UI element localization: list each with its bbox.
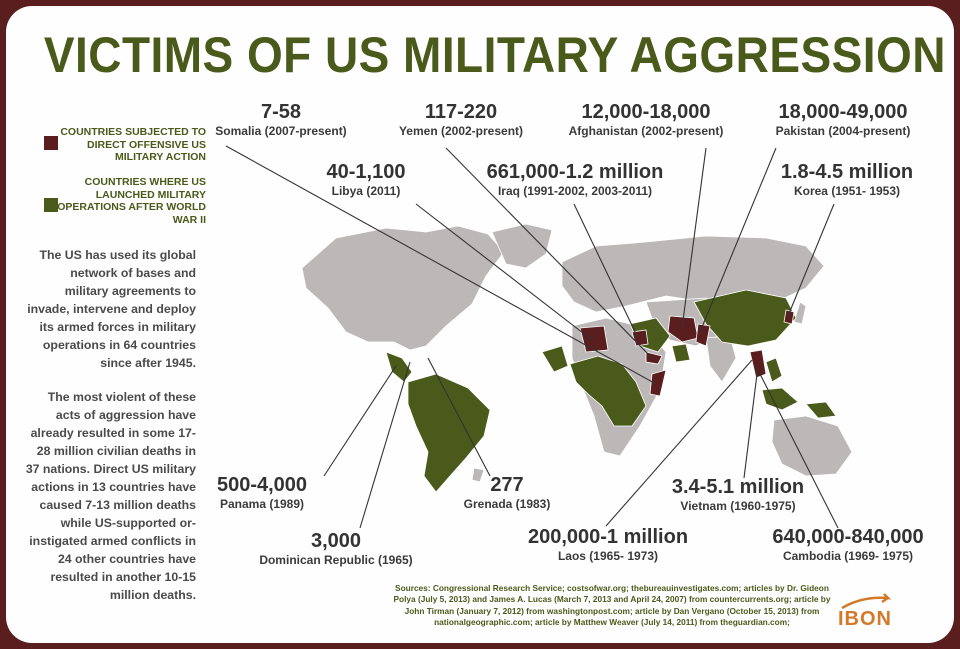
callout-iraq-deaths: 661,000-1.2 million [486, 161, 664, 183]
callout-pakistan-country: Pakistan (2004-present) [775, 124, 911, 138]
callout-vietnam-deaths: 3.4-5.1 million [671, 476, 805, 498]
sources-text: Sources: Congressional Research Service;… [393, 583, 831, 627]
callout-iraq-country: Iraq (1991-2002, 2003-2011) [497, 184, 653, 198]
other-land [301, 223, 853, 483]
callout-libya-country: Libya (2011) [331, 184, 401, 198]
legend-swatch-direct [44, 136, 58, 150]
callout-yemen-country: Yemen (2002-present) [398, 124, 524, 138]
callout-cambodia-country: Cambodia (1969- 1975) [782, 549, 914, 563]
afghanistan-shape [667, 315, 699, 343]
leader-dominican [359, 361, 411, 529]
ibon-logo-icon [841, 593, 892, 610]
leader-vietnam [743, 365, 759, 479]
callout-grenada-country: Grenada (1983) [463, 497, 551, 511]
callout-panama-deaths: 500-4,000 [216, 474, 308, 496]
callout-korea-country: Korea (1951- 1953) [793, 184, 901, 198]
leader-libya [415, 203, 593, 341]
callout-yemen-deaths: 117-220 [424, 101, 498, 123]
leader-lines [225, 145, 839, 529]
callout-somalia-country: Somalia (2007-present) [215, 124, 347, 138]
indochina-shape [749, 349, 767, 379]
leader-afghanistan [681, 147, 707, 329]
callout-iraq: 661,000-1.2 million Iraq (1991-2002, 200… [470, 161, 680, 199]
callout-libya-deaths: 40-1,100 [326, 161, 406, 183]
callout-laos-deaths: 200,000-1 million [527, 526, 689, 548]
leader-laos [605, 359, 753, 527]
intro-paragraph: The US has used its global network of ba… [27, 248, 196, 370]
callout-laos: 200,000-1 million Laos (1965- 1973) [508, 526, 708, 564]
callout-laos-country: Laos (1965- 1973) [557, 549, 659, 563]
korea-shape [783, 309, 795, 325]
world-map [225, 145, 853, 529]
legend-operations: COUNTRIES WHERE US LAUNCHED MILITARY OPE… [26, 176, 206, 228]
leader-iraq [573, 203, 639, 339]
callout-libya: 40-1,100 Libya (2011) [306, 161, 426, 199]
legend-label-operations: COUNTRIES WHERE US LAUNCHED MILITARY OPE… [57, 176, 206, 226]
callout-vietnam: 3.4-5.1 million Vietnam (1960-1975) [648, 476, 828, 514]
callout-dominican: 3,000 Dominican Republic (1965) [246, 530, 426, 568]
callout-panama: 500-4,000 Panama (1989) [192, 474, 332, 512]
page-title: VICTIMS OF US MILITARY AGGRESSION [43, 27, 946, 83]
leader-korea [787, 203, 835, 317]
callout-somalia-deaths: 7-58 [260, 101, 302, 123]
operations-countries [385, 289, 837, 493]
callout-korea-deaths: 1.8-4.5 million [780, 161, 914, 183]
callout-grenada-deaths: 277 [490, 474, 524, 496]
yemen-shape [645, 351, 663, 365]
callout-somalia: 7-58 Somalia (2007-present) [206, 101, 356, 139]
leader-yemen [445, 147, 653, 359]
somalia-shape [649, 369, 667, 397]
callout-pakistan: 18,000-49,000 Pakistan (2004-present) [758, 101, 928, 139]
callout-afghanistan-deaths: 12,000-18,000 [581, 101, 711, 123]
legend-direct-action: COUNTRIES SUBJECTED TO DIRECT OFFENSIVE … [26, 126, 206, 166]
deaths-paragraph: The most violent of these acts of aggres… [25, 390, 196, 602]
legend-label-direct: COUNTRIES SUBJECTED TO DIRECT OFFENSIVE … [60, 126, 206, 163]
callout-korea: 1.8-4.5 million Korea (1951- 1953) [762, 161, 932, 199]
callout-grenada: 277 Grenada (1983) [442, 474, 572, 512]
callout-vietnam-country: Vietnam (1960-1975) [680, 499, 796, 513]
leader-grenada [427, 357, 491, 477]
leader-pakistan [699, 147, 777, 333]
callout-panama-country: Panama (1989) [219, 497, 305, 511]
callout-afghanistan: 12,000-18,000 Afghanistan (2002-present) [556, 101, 736, 139]
leader-somalia [225, 145, 657, 385]
pakistan-shape [695, 323, 711, 347]
callout-afghanistan-country: Afghanistan (2002-present) [568, 124, 724, 138]
ibon-logo-text: IBON [838, 608, 892, 630]
callout-dominican-country: Dominican Republic (1965) [259, 553, 413, 567]
leader-panama [323, 365, 397, 477]
callout-cambodia-deaths: 640,000-840,000 [772, 526, 924, 548]
leader-cambodia [757, 369, 839, 529]
legend-swatch-operations [44, 198, 58, 212]
callout-yemen: 117-220 Yemen (2002-present) [386, 101, 536, 139]
callout-pakistan-deaths: 18,000-49,000 [778, 101, 908, 123]
callout-cambodia: 640,000-840,000 Cambodia (1969- 1975) [748, 526, 948, 564]
infographic-card: VICTIMS OF US MILITARY AGGRESSION COUNTR… [6, 6, 954, 643]
callout-dominican-deaths: 3,000 [310, 530, 362, 552]
